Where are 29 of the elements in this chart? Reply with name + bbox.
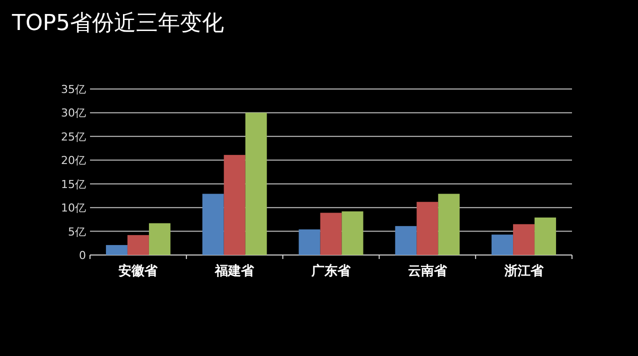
bar [342, 211, 364, 255]
y-tick-label: 35亿 [61, 83, 86, 96]
y-tick-label: 5亿 [68, 225, 86, 238]
x-tick-label: 福建省 [214, 263, 256, 279]
bar [224, 154, 246, 255]
y-tick-label: 0 [79, 249, 86, 262]
bar [395, 226, 417, 255]
bar [534, 218, 556, 255]
bar [298, 229, 320, 255]
bar [416, 202, 438, 255]
x-tick-label: 安徽省 [118, 263, 159, 279]
bar [127, 235, 149, 255]
y-tick-label: 15亿 [61, 178, 86, 191]
bar [513, 224, 535, 255]
bar [148, 223, 170, 255]
bar [106, 245, 128, 255]
x-tick-label: 广东省 [310, 263, 352, 279]
x-tick-label: 浙江省 [503, 264, 544, 279]
y-tick-label: 20亿 [61, 154, 86, 168]
x-tick-label: 云南省 [408, 264, 448, 279]
bar [202, 194, 224, 255]
bar [245, 112, 267, 255]
y-tick-label: 10亿 [61, 202, 86, 215]
y-tick-label: 25亿 [61, 130, 86, 144]
bar [492, 234, 514, 255]
chart-title: TOP5省份近三年变化 [11, 11, 224, 36]
bar [438, 194, 460, 255]
bar [320, 212, 342, 255]
y-tick-label: 30亿 [61, 106, 86, 120]
